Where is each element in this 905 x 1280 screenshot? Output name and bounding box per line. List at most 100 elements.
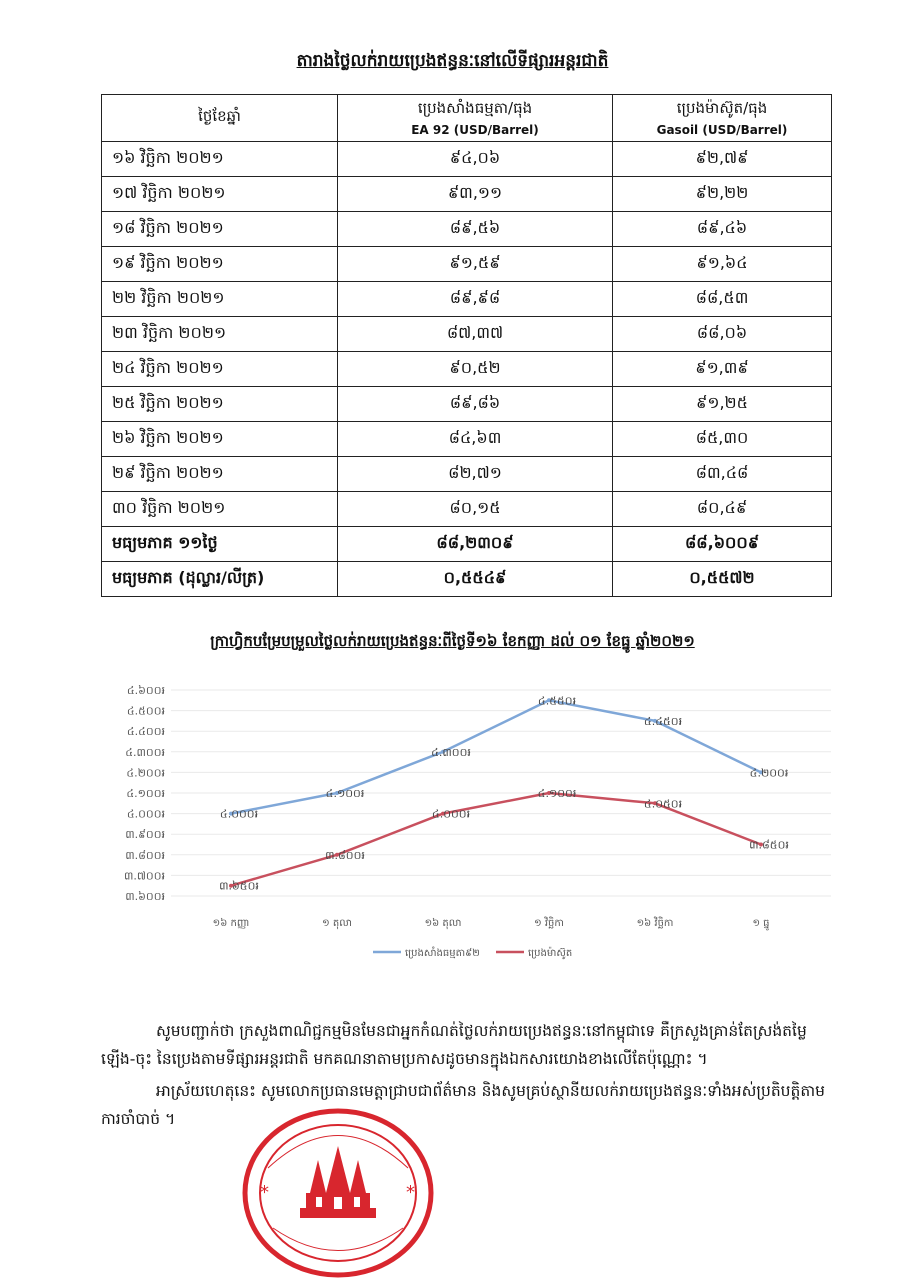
row-date: ២៦ វិច្ឆិកា ២០២១ bbox=[101, 421, 338, 457]
table-row: ២៣ វិច្ឆិកា ២០២១ ៨៧,៣៧ ៨៨,០៦ bbox=[101, 316, 832, 352]
header-gasoil-label: ប្រេងម៉ាស៊ូត/ធុង bbox=[676, 99, 768, 117]
table-header-row: ថ្ងៃខែឆ្នាំ ប្រេងសាំងធម្មតា/ធុង EA 92 (U… bbox=[101, 94, 832, 142]
header-gasoline-label: ប្រេងសាំងធម្មតា/ធុង bbox=[417, 99, 533, 117]
row-date: ២៥ វិច្ឆិកា ២០២១ bbox=[101, 386, 338, 422]
data-point bbox=[759, 770, 763, 775]
y-tick-label: ៣.៦០០៛ bbox=[125, 890, 165, 903]
data-label: ៤.០០០៛ bbox=[220, 808, 258, 821]
row-gasoil: ៩២,៧៩ bbox=[612, 141, 832, 177]
series-line-2 bbox=[230, 791, 762, 887]
y-tick-label: ៤.៦០០៛ bbox=[127, 684, 165, 697]
average-barrel-gasoline: ៨៨,២៣០៩ bbox=[337, 526, 613, 562]
row-date: ២៣ វិច្ឆិកា ២០២១ bbox=[101, 316, 338, 352]
legend-label: ប្រេងសាំងធម្មតា៩២ bbox=[405, 946, 480, 959]
header-gasoil: ប្រេងម៉ាស៊ូត/ធុង Gasoil (USD/Barrel) bbox=[612, 94, 832, 142]
row-gasoline: ៨៤,៦៣ bbox=[337, 421, 613, 457]
row-gasoil: ៩១,២៥ bbox=[612, 386, 832, 422]
data-point bbox=[653, 718, 657, 723]
row-date: ១៧ វិច្ឆិកា ២០២១ bbox=[101, 176, 338, 212]
data-point bbox=[335, 852, 339, 857]
row-date: ២៩ វិច្ឆិកា ២០២១ bbox=[101, 456, 338, 492]
data-point bbox=[335, 791, 339, 795]
table-row: ២២ វិច្ឆិកា ២០២១ ៨៩,៩៨ ៨៨,៥៣ bbox=[101, 281, 832, 317]
row-date: ១៨ វិច្ឆិកា ២០២១ bbox=[101, 211, 338, 247]
average-litre-gasoil: ០,៥៥៧២ bbox=[612, 561, 832, 597]
row-gasoil: ៨៨,៥៣ bbox=[612, 281, 832, 317]
data-label: ៤.២០០៛ bbox=[750, 766, 789, 779]
x-tick-label: ១៦ កញ្ញា bbox=[213, 917, 250, 929]
data-point bbox=[547, 791, 551, 795]
y-tick-label: ៤.២០០៛ bbox=[126, 766, 165, 779]
data-point bbox=[229, 883, 233, 888]
row-gasoil: ៩១,៦៤ bbox=[612, 246, 832, 282]
header-gasoline: ប្រេងសាំងធម្មតា/ធុង EA 92 (USD/Barrel) bbox=[337, 94, 613, 142]
document-title: តារាងថ្លៃលក់រាយប្រេងឥន្ធនៈនៅលើទីផ្សារអន្… bbox=[296, 51, 609, 71]
data-label: ៤.០០០៛ bbox=[432, 808, 470, 821]
price-table: ថ្ងៃខែឆ្នាំ ប្រេងសាំងធម្មតា/ធុង EA 92 (U… bbox=[101, 94, 832, 597]
svg-text:*: * bbox=[260, 1182, 269, 1203]
header-gasoline-unit: EA 92 (USD/Barrel) bbox=[411, 123, 539, 137]
row-gasoline: ៨២,៧១ bbox=[337, 456, 613, 492]
data-point bbox=[441, 811, 445, 816]
data-label: ៤.១០០៛ bbox=[538, 787, 577, 800]
row-gasoil: ៩១,៣៩ bbox=[612, 351, 832, 387]
data-point bbox=[653, 801, 657, 806]
ministry-seal-icon: * * bbox=[242, 1108, 434, 1278]
data-label: ៤.០៥០៛ bbox=[644, 797, 682, 810]
legend-label: ប្រេងម៉ាស៊ូត bbox=[528, 946, 572, 960]
table-row: ១៨ វិច្ឆិកា ២០២១ ៨៩,៥៦ ៨៩,៤៦ bbox=[101, 211, 832, 247]
average-barrel-gasoil: ៨៨,៦០០៩ bbox=[612, 526, 832, 562]
series-line-1 bbox=[230, 699, 762, 815]
row-gasoil: ៨៥,៣០ bbox=[612, 421, 832, 457]
y-tick-label: ៣.៧០០៛ bbox=[124, 869, 165, 882]
paragraph-2: អាស្រ័យហេតុនេះ សូមលោកប្រធានមេត្តាជ្រាបជា… bbox=[101, 1082, 825, 1128]
row-gasoline: ៨៩,៥៦ bbox=[337, 211, 613, 247]
row-date: ២២ វិច្ឆិកា ២០២១ bbox=[101, 281, 338, 317]
x-tick-label: ១៦ វិច្ឆិកា bbox=[637, 916, 674, 929]
data-label: ៤.១០០៛ bbox=[326, 787, 365, 800]
row-gasoil: ៨៣,៤៨ bbox=[612, 456, 832, 492]
data-point bbox=[441, 749, 445, 754]
svg-text:*: * bbox=[406, 1182, 415, 1203]
paragraph-1: សូមបញ្ជាក់ថា ក្រសួងពាណិជ្ជកម្មមិនមែនជាអ្… bbox=[101, 1022, 807, 1068]
price-chart: ៣.៦០០៛ ៣.៧០០៛ ៣.៨០០៛ ៣.៩០០៛ ៤.០០០៛ ៤.១០០៛ ៤.២០… bbox=[101, 668, 842, 988]
data-label: ៤.៥៥០៛ bbox=[538, 694, 576, 707]
row-gasoline: ៩៤,០៦ bbox=[337, 141, 613, 177]
y-tick-label: ៤.១០០៛ bbox=[126, 787, 165, 800]
row-gasoline: ៨៩,៨៦ bbox=[337, 386, 613, 422]
row-gasoline: ៩១,៥៩ bbox=[337, 246, 613, 282]
data-label: ៤.៤៥០៛ bbox=[644, 715, 682, 728]
price-chart-svg: ៣.៦០០៛ ៣.៧០០៛ ៣.៨០០៛ ៣.៩០០៛ ៤.០០០៛ ៤.១០០៛ ៤.២០… bbox=[124, 684, 831, 960]
y-tick-label: ៤.០០០៛ bbox=[127, 808, 165, 821]
row-gasoil: ៨០,៤៩ bbox=[612, 491, 832, 527]
table-row: ២៥ វិច្ឆិកា ២០២១ ៨៩,៨៦ ៩១,២៥ bbox=[101, 386, 832, 422]
header-gasoil-unit: Gasoil (USD/Barrel) bbox=[656, 123, 788, 137]
y-tick-label: ៤.៤០០៛ bbox=[127, 725, 165, 738]
data-point bbox=[759, 842, 763, 847]
row-gasoline: ៩៣,១១ bbox=[337, 176, 613, 212]
table-row: ២៦ វិច្ឆិកា ២០២១ ៨៤,៦៣ ៨៥,៣០ bbox=[101, 421, 832, 457]
table-row: ១៦ វិច្ឆិកា ២០២១ ៩៤,០៦ ៩២,៧៩ bbox=[101, 141, 832, 177]
row-date: ២៤ វិច្ឆិកា ២០២១ bbox=[101, 351, 338, 387]
row-gasoline: ៨០,១៥ bbox=[337, 491, 613, 527]
average-litre-gasoline: ០,៥៥៤៩ bbox=[337, 561, 613, 597]
data-point bbox=[547, 698, 551, 703]
average-litre-row: មធ្យមភាគ (ដុល្លារ/លីត្រ) ០,៥៥៤៩ ០,៥៥៧២ bbox=[101, 561, 832, 597]
table-row: ១៩ វិច្ឆិកា ២០២១ ៩១,៥៩ ៩១,៦៤ bbox=[101, 246, 832, 282]
row-gasoline: ៨៩,៩៨ bbox=[337, 281, 613, 317]
x-tick-label: ១ ធ្នូ bbox=[752, 918, 769, 931]
data-label: ៣.៨៥០៛ bbox=[749, 839, 789, 852]
data-point bbox=[229, 811, 233, 816]
row-gasoil: ៩២,២២ bbox=[612, 176, 832, 212]
table-row: ២៩ វិច្ឆិកា ២០២១ ៨២,៧១ ៨៣,៤៨ bbox=[101, 456, 832, 492]
table-row: ១៧ វិច្ឆិកា ២០២១ ៩៣,១១ ៩២,២២ bbox=[101, 176, 832, 212]
table-row: ២៤ វិច្ឆិកា ២០២១ ៩០,៥២ ៩១,៣៩ bbox=[101, 351, 832, 387]
row-date: ១៦ វិច្ឆិកា ២០២១ bbox=[101, 141, 338, 177]
y-tick-label: ៣.៨០០៛ bbox=[125, 849, 165, 862]
row-gasoil: ៨៩,៤៦ bbox=[612, 211, 832, 247]
y-tick-label: ៣.៩០០៛ bbox=[125, 828, 165, 841]
row-gasoline: ៩០,៥២ bbox=[337, 351, 613, 387]
x-tick-label: ១ តុលា bbox=[322, 918, 352, 930]
chart-title: ក្រាហ្វិកបម្រែបម្រួលថ្លៃលក់រាយប្រេងឥន្ធន… bbox=[210, 632, 695, 650]
y-tick-label: ៤.៥០០៛ bbox=[127, 705, 165, 718]
